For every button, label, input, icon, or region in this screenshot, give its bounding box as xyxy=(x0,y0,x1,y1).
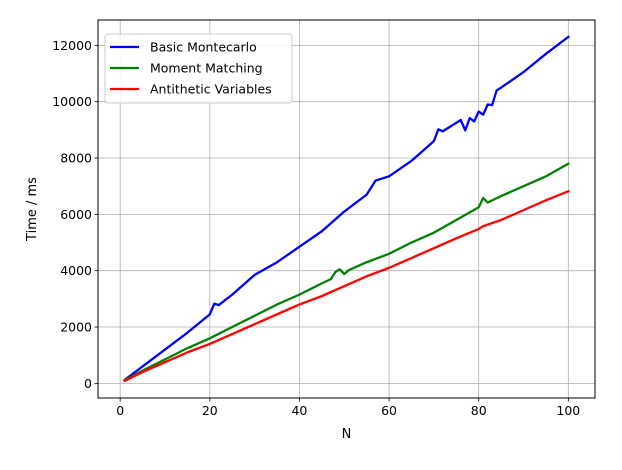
legend-label: Basic Montecarlo xyxy=(150,40,257,55)
x-tick-label: 100 xyxy=(556,403,580,418)
x-tick-label: 80 xyxy=(471,403,487,418)
series-line-moment-matching xyxy=(123,162,570,382)
plot-frame xyxy=(97,19,596,399)
legend: Basic Montecarlo Moment Matching Antitheti… xyxy=(104,33,293,104)
y-tick-label: 2000 xyxy=(60,320,92,335)
legend-label: Antithetic Variables xyxy=(150,82,272,97)
series-line-basic-montecarlo xyxy=(123,35,570,382)
y-tick-label: 8000 xyxy=(60,151,92,166)
y-tick-label: 12000 xyxy=(52,38,92,53)
x-tick-label: 20 xyxy=(202,403,218,418)
legend-box xyxy=(104,33,293,104)
y-axis-label: Time / ms xyxy=(25,177,40,242)
y-tick-label: 6000 xyxy=(60,207,92,222)
x-tick-label: 60 xyxy=(381,403,397,418)
series-line-antithetic-variables xyxy=(123,189,570,383)
legend-label: Moment Matching xyxy=(150,61,263,76)
y-tick-label: 10000 xyxy=(52,94,92,109)
y-tick-label: 0 xyxy=(84,376,92,391)
series-lines xyxy=(123,35,570,383)
x-tick-label: 0 xyxy=(116,403,124,418)
x-tick-label: 40 xyxy=(291,403,307,418)
axis-ticks: 0 20 40 60 80 100 0 2000 4000 6000 8000 10000 12000 xyxy=(52,38,580,418)
y-tick-label: 4000 xyxy=(60,263,92,278)
legend-items: Basic Montecarlo Moment Matching Antitheti… xyxy=(110,40,272,97)
x-axis-label: N xyxy=(342,427,352,442)
